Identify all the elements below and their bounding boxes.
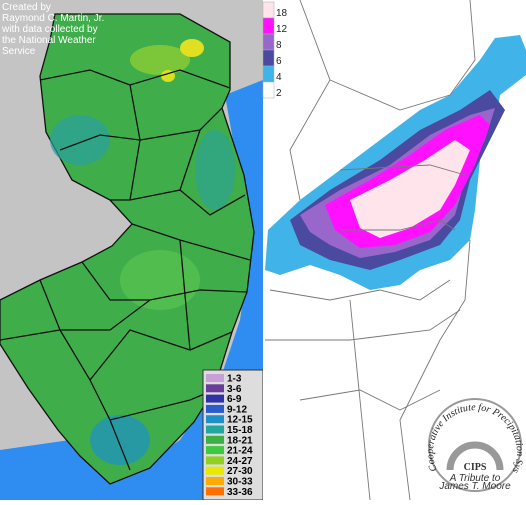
snow-band — [130, 45, 190, 75]
legend-label: 21-24 — [227, 446, 253, 457]
county-line — [109, 419, 131, 471]
legend-swatch — [206, 435, 224, 444]
legend-label: 27-30 — [227, 466, 253, 477]
nj-legend: 1-33-66-99-1212-1515-1818-2121-2424-2727… — [206, 374, 253, 498]
legend-swatch — [262, 81, 275, 99]
state-line — [289, 0, 331, 201]
legend-swatch — [262, 65, 275, 83]
legend-label: 3-6 — [227, 384, 242, 395]
legend-label: 6-9 — [227, 394, 242, 405]
snow-peak — [180, 39, 204, 57]
legend-label: 2 — [276, 88, 282, 99]
legend-label: 18-21 — [227, 435, 253, 446]
legend-label: 18 — [276, 8, 288, 19]
legend-label: 6 — [276, 56, 282, 67]
legend-swatch — [206, 446, 224, 455]
legend-swatch — [206, 374, 224, 382]
logo-tribute: A Tribute to — [449, 473, 501, 484]
county-line — [179, 239, 191, 351]
snow-legend: 18 12 8 6 4 2 — [262, 1, 288, 99]
legend-label: 30-33 — [227, 477, 253, 488]
state-line — [339, 164, 466, 176]
legend-label: 8 — [276, 40, 282, 51]
legend-label: 24-27 — [227, 456, 253, 467]
legend-swatch — [206, 425, 224, 434]
legend-label: 33-36 — [227, 487, 253, 498]
county-line — [129, 84, 223, 141]
logo-tribute: James T. Moore — [438, 481, 511, 492]
county-line — [89, 379, 215, 421]
state-line — [329, 0, 476, 111]
legend-swatch — [206, 384, 224, 393]
logo-arch — [446, 441, 504, 471]
snow-band — [195, 130, 235, 210]
legend-swatch — [262, 33, 275, 51]
credit-line: the National Weather — [2, 35, 96, 46]
state-line — [299, 389, 441, 411]
legend-swatch — [206, 415, 224, 424]
credit-line: Service — [2, 46, 36, 57]
credit-line: Raymond C. Martin, Jr. — [2, 13, 104, 24]
snow-band — [50, 115, 110, 165]
legend-swatch — [206, 466, 224, 475]
state-line — [265, 309, 461, 341]
credit-line: with data collected by — [1, 24, 98, 35]
coastline — [399, 239, 471, 501]
legend-swatch — [206, 487, 224, 496]
state-line — [269, 279, 451, 301]
snow-band — [120, 250, 200, 310]
legend-swatch — [262, 49, 275, 67]
legend-label: 9-12 — [227, 404, 247, 415]
county-line — [59, 134, 141, 201]
legend-label: 1-3 — [227, 374, 242, 385]
logo-name: CIPS — [464, 462, 487, 473]
legend-swatch — [206, 456, 224, 465]
legend-label: 12-15 — [227, 415, 253, 426]
state-line — [349, 299, 371, 501]
legend-swatch — [262, 1, 275, 19]
state-line — [340, 219, 456, 231]
legend-swatch — [262, 17, 275, 35]
legend-label: 12 — [276, 24, 288, 35]
legend-swatch — [206, 394, 224, 403]
snow-18 — [350, 140, 470, 238]
legend-swatch — [206, 477, 224, 485]
county-line — [179, 189, 246, 216]
legend-swatch — [206, 404, 224, 413]
legend-label: 15-18 — [227, 425, 253, 436]
legend-label: 4 — [276, 72, 282, 83]
county-line — [39, 279, 151, 331]
county-line — [0, 329, 233, 382]
snow-band — [90, 415, 150, 465]
credit-line: Created by — [2, 2, 51, 13]
